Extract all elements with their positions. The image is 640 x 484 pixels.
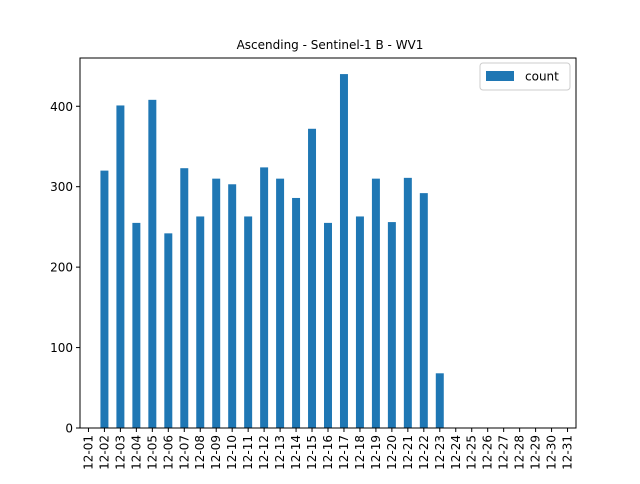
- y-axis: 0 100 200 300 400: [50, 100, 80, 436]
- bar-12-12: [260, 167, 269, 428]
- x-tick-label: 12-31: [561, 435, 575, 470]
- x-tick-label: 12-06: [161, 435, 175, 470]
- x-tick-label: 12-15: [305, 435, 319, 470]
- legend-box: [479, 62, 571, 91]
- x-tick-label: 12-21: [401, 435, 415, 470]
- y-tick-label: 100: [50, 341, 73, 355]
- x-tick-label: 12-10: [225, 435, 239, 470]
- y-tick-label: 200: [50, 261, 73, 275]
- x-tick-label: 12-13: [273, 435, 287, 470]
- y-tick-label: 300: [50, 180, 73, 194]
- legend-swatch: [486, 71, 514, 81]
- x-tick-label: 12-19: [369, 435, 383, 470]
- bar-12-09: [212, 178, 221, 428]
- bar-12-15: [308, 128, 317, 428]
- x-tick-label: 12-09: [209, 435, 223, 470]
- x-tick-label: 12-11: [241, 435, 255, 470]
- x-tick-label: 12-01: [81, 435, 95, 470]
- x-tick-label: 12-17: [337, 435, 351, 470]
- bar-12-20: [387, 222, 396, 428]
- bar-12-13: [276, 178, 285, 428]
- x-tick-label: 12-26: [481, 435, 495, 470]
- bar-12-16: [324, 222, 332, 428]
- legend: count: [479, 62, 571, 91]
- bar-12-03: [116, 105, 125, 429]
- bar-12-21: [403, 177, 412, 428]
- bar-12-23: [435, 373, 444, 428]
- x-tick-label: 12-04: [129, 435, 143, 470]
- chart-title: Ascending - Sentinel-1 B - WV1: [237, 38, 424, 52]
- bar-12-19: [371, 178, 380, 428]
- x-tick-label: 12-03: [113, 435, 127, 470]
- x-tick-label: 12-29: [529, 435, 543, 470]
- bars-layer: [100, 74, 444, 429]
- bar-12-17: [339, 74, 348, 428]
- x-tick-label: 12-07: [177, 435, 191, 470]
- x-tick-label: 12-28: [513, 435, 527, 470]
- x-tick-label: 12-18: [353, 435, 367, 470]
- bar-12-10: [228, 184, 237, 428]
- bar-12-14: [292, 197, 301, 428]
- bar-12-05: [148, 99, 157, 428]
- x-tick-label: 12-08: [193, 435, 207, 470]
- x-tick-label: 12-27: [497, 435, 511, 470]
- x-tick-label: 12-30: [545, 435, 559, 470]
- y-tick-label: 0: [65, 422, 73, 436]
- x-tick-label: 12-20: [385, 435, 399, 470]
- x-tick-label: 12-02: [97, 435, 111, 470]
- legend-label: count: [525, 70, 559, 84]
- plot-frame: [79, 57, 577, 429]
- y-tick-label: 400: [50, 100, 73, 114]
- x-tick-label: 12-22: [417, 435, 431, 470]
- x-tick-label: 12-05: [145, 435, 159, 470]
- x-tick-label: 12-23: [433, 435, 447, 470]
- bar-12-11: [244, 216, 253, 428]
- x-tick-label: 12-14: [289, 435, 303, 470]
- bar-12-04: [132, 222, 141, 428]
- x-tick-label: 12-24: [449, 435, 463, 470]
- bar-12-07: [180, 168, 189, 428]
- x-axis: 12-01 12-02 12-03 12-04 12-05 12-06 12-07 12-08…: [81, 428, 575, 470]
- x-tick-label: 12-12: [257, 435, 271, 470]
- bar-12-06: [164, 233, 173, 428]
- bar-12-08: [196, 216, 205, 428]
- bar-12-22: [419, 193, 428, 428]
- x-tick-label: 12-16: [321, 435, 335, 470]
- bar-12-18: [355, 216, 364, 428]
- x-tick-label: 12-25: [465, 435, 479, 470]
- bar-12-02: [100, 170, 109, 429]
